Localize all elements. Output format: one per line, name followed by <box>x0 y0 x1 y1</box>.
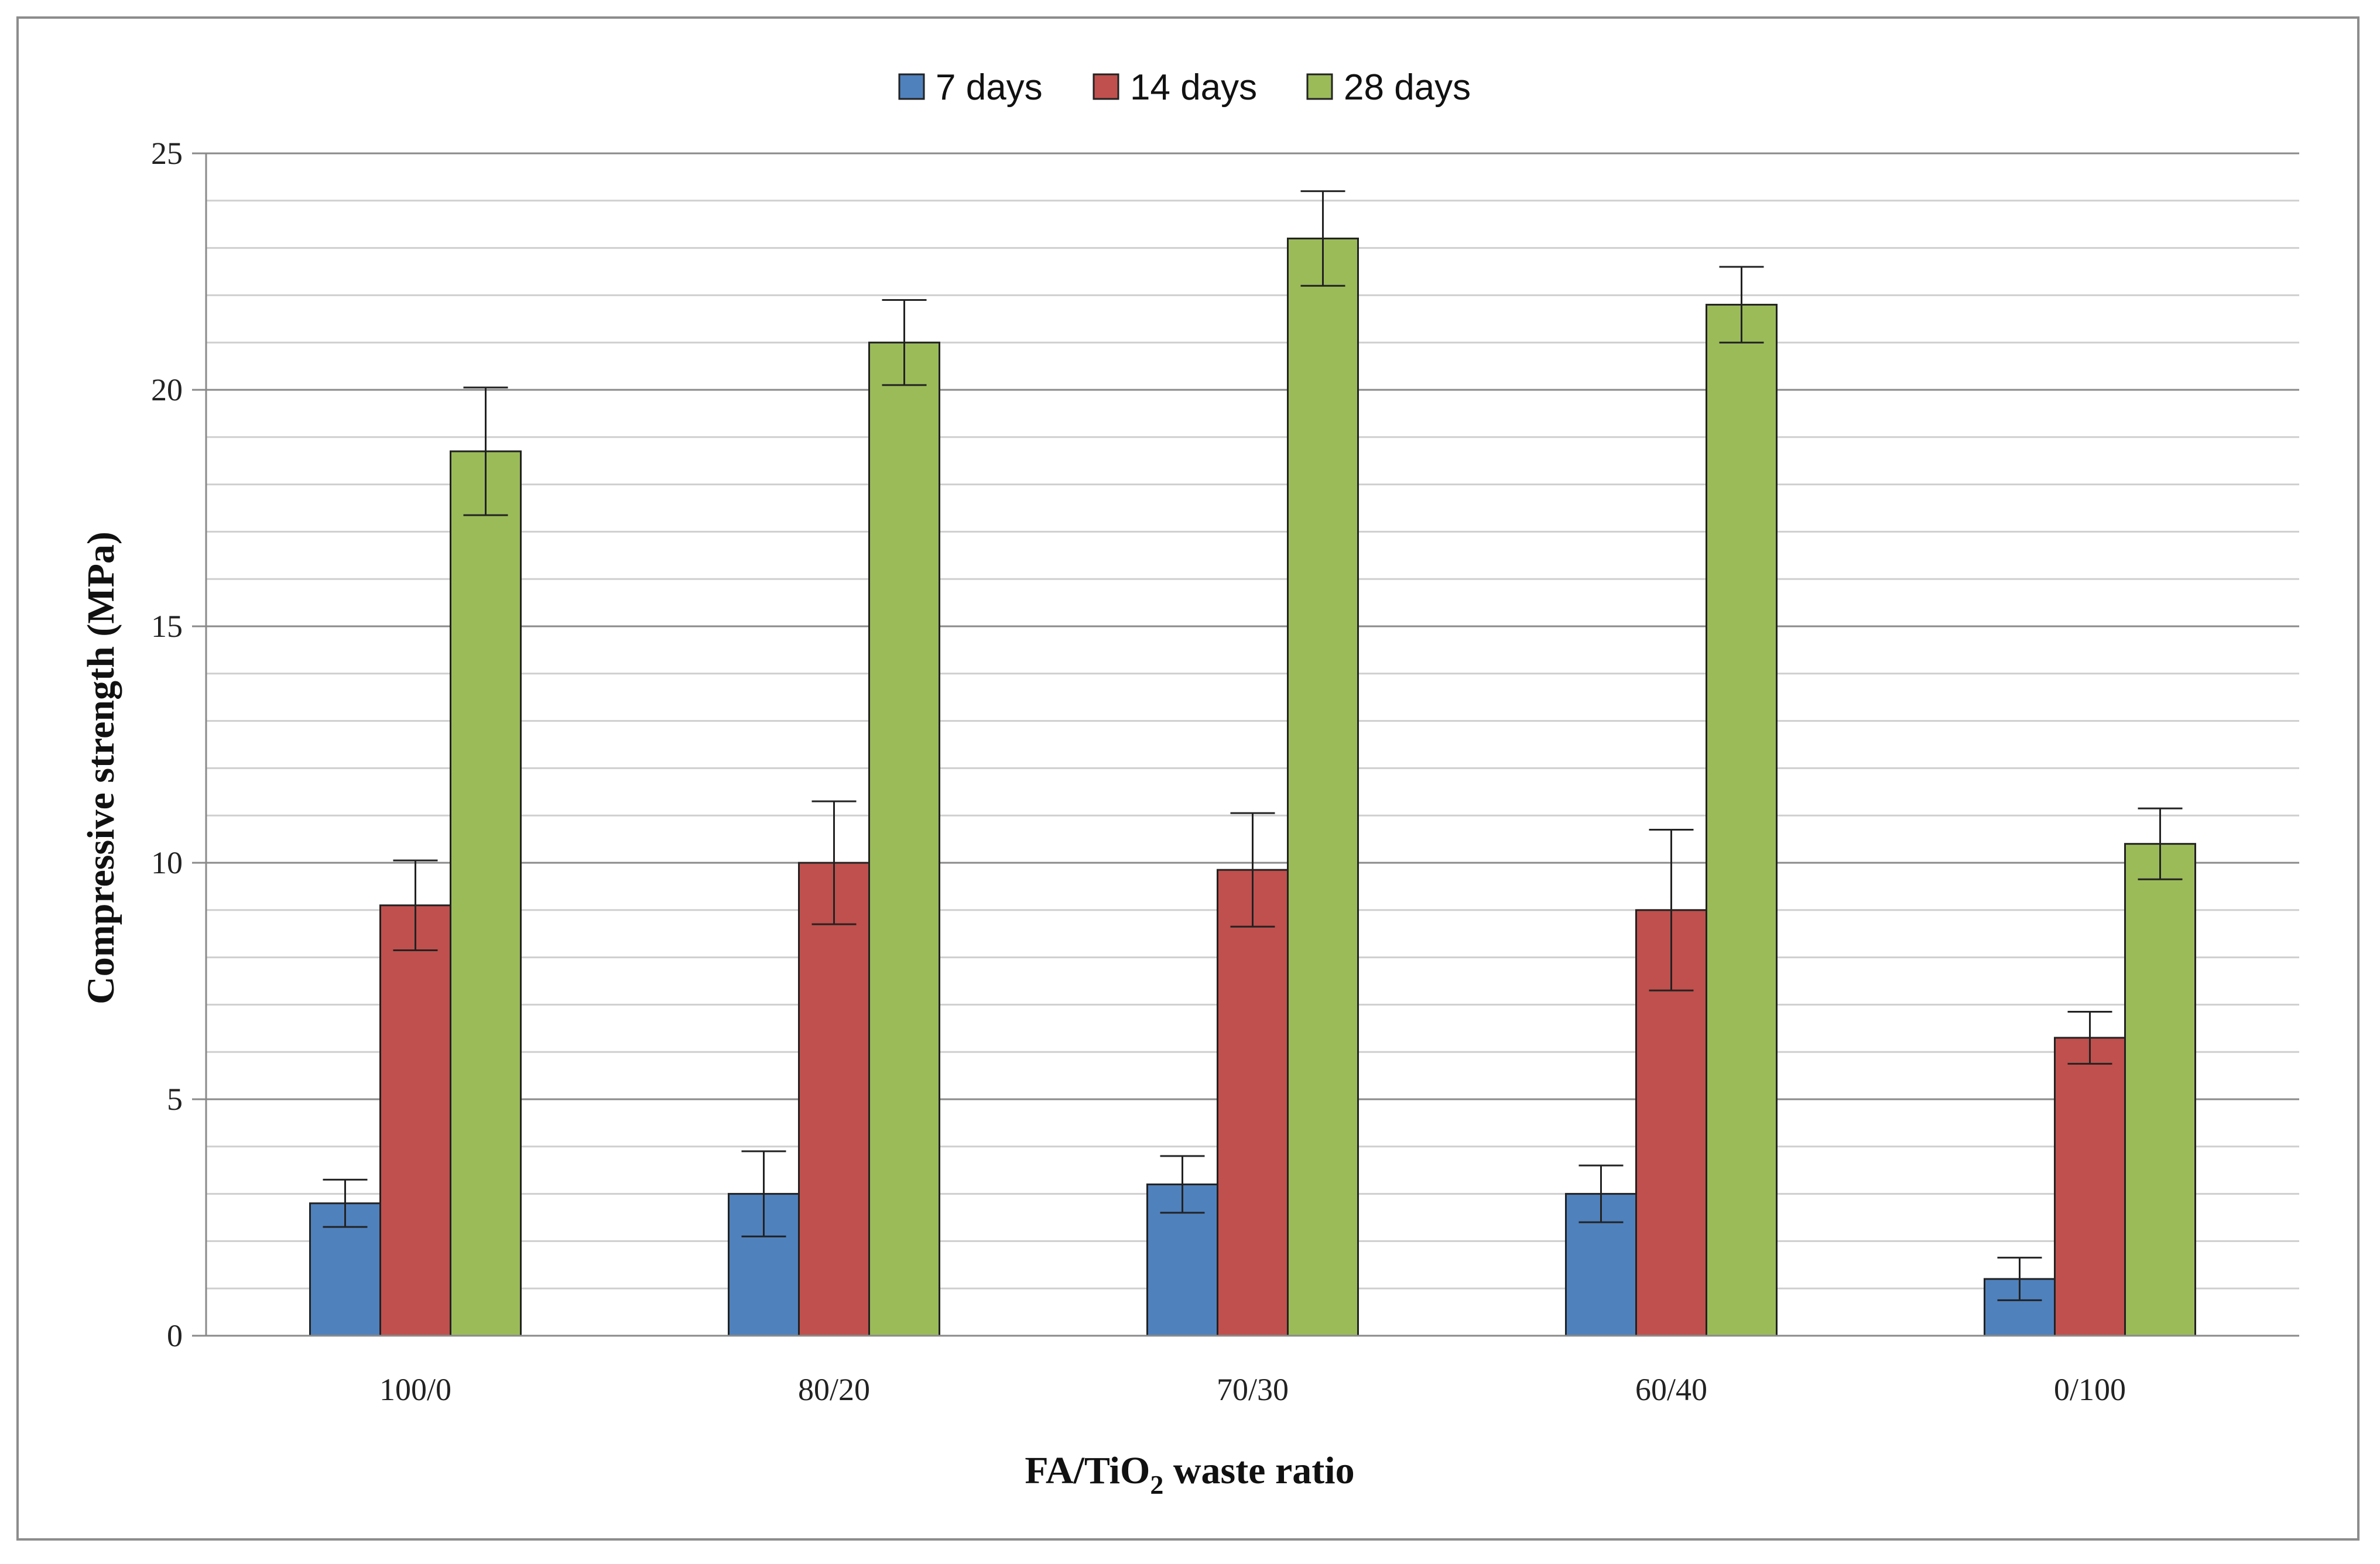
compressive-strength-chart: 0 5 10 15 20 25 100/0 80/20 70/30 60/40 0/100 7 da… <box>80 67 2299 1500</box>
x-tick-label: 60/40 <box>1635 1372 1707 1407</box>
x-tick-label: 80/20 <box>798 1372 870 1407</box>
bar-14-days-100-0 <box>379 904 451 1337</box>
bar-28-days-70-30 <box>1287 237 1359 1337</box>
x-tick-label: 100/0 <box>379 1372 451 1407</box>
y-tick-label: 10 <box>151 845 183 880</box>
legend-swatch-28-days <box>1306 73 1333 100</box>
chart-frame: 0 5 10 15 20 25 100/0 80/20 70/30 60/40 0/100 7 da… <box>16 16 2360 1541</box>
x-tick-label: 70/30 <box>1217 1372 1289 1407</box>
legend-swatch-14-days <box>1093 73 1119 100</box>
x-axis-title-subscript: 2 <box>1150 1470 1163 1500</box>
bar-28-days-0-100 <box>2124 843 2196 1337</box>
bar-28-days-100-0 <box>450 450 522 1337</box>
y-tick-label: 0 <box>167 1318 183 1353</box>
axes <box>192 152 2299 1337</box>
bar-28-days-60-40 <box>1706 304 1778 1337</box>
bar-28-days-80-20 <box>868 341 940 1337</box>
legend: 7 days 14 days 28 days <box>898 67 1471 108</box>
y-axis-title: Compressive strength (MPa) <box>80 531 122 1004</box>
y-tick-label: 20 <box>151 372 183 407</box>
bar-14-days-70-30 <box>1217 869 1289 1337</box>
x-axis-title-prefix: FA/TiO <box>1025 1449 1150 1492</box>
legend-label-7-days: 7 days <box>936 67 1043 108</box>
bars <box>309 237 2196 1337</box>
y-tick-label: 5 <box>167 1082 183 1117</box>
bar-14-days-80-20 <box>798 862 870 1337</box>
error-bars <box>323 190 2183 1301</box>
legend-label-14-days: 14 days <box>1130 67 1257 108</box>
bar-14-days-0-100 <box>2054 1037 2126 1337</box>
tick-labels: 0 5 10 15 20 25 100/0 80/20 70/30 60/40 0/100 <box>151 136 2126 1407</box>
y-tick-label: 15 <box>151 609 183 644</box>
gridlines <box>206 152 2299 1289</box>
x-axis-title: FA/TiO2 waste ratio <box>1025 1449 1354 1500</box>
legend-label-28-days: 28 days <box>1344 67 1471 108</box>
x-axis-title-suffix: waste ratio <box>1163 1449 1354 1492</box>
legend-swatch-7-days <box>898 73 925 100</box>
x-tick-label: 0/100 <box>2054 1372 2126 1407</box>
y-tick-label: 25 <box>151 136 183 171</box>
